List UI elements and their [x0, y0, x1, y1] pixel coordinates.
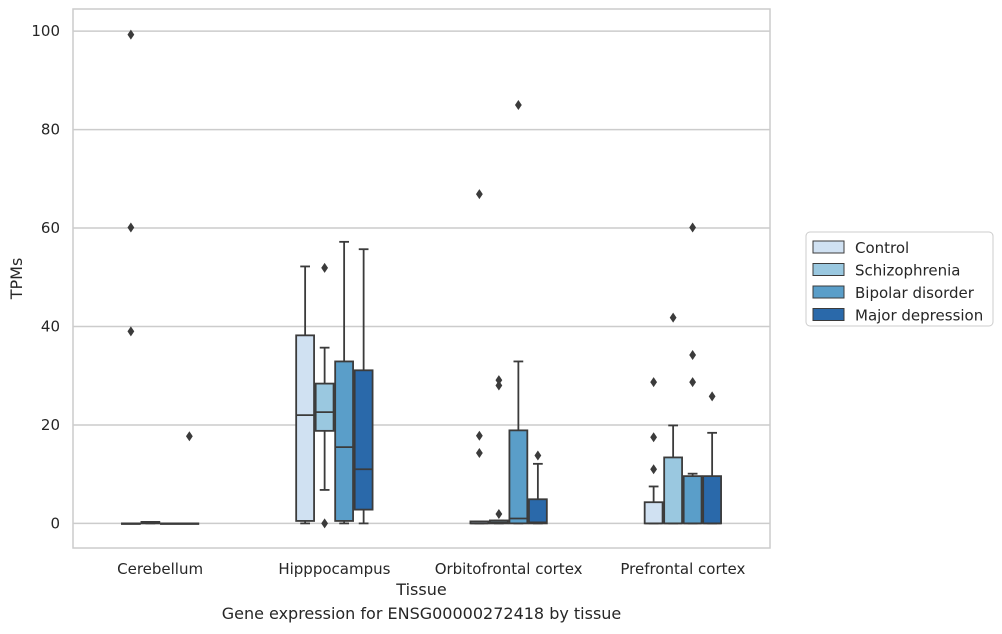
box-schizophrenia	[489, 375, 509, 525]
gridlines	[73, 30, 770, 525]
box-schizophrenia	[314, 262, 335, 529]
box	[528, 498, 548, 525]
box	[663, 456, 683, 525]
outlier-point	[534, 450, 542, 461]
y-axis-label: TPMs	[7, 258, 26, 301]
box-control	[643, 377, 664, 525]
outlier-point	[689, 377, 697, 388]
box-schizophrenia	[140, 521, 161, 525]
outlier-point	[650, 464, 658, 475]
legend-swatch	[812, 240, 845, 254]
legend-swatch	[812, 263, 845, 276]
x-axis-label: Tissue	[395, 580, 446, 599]
box-bipolar-disorder	[334, 240, 354, 525]
legend-label: Bipolar disorder	[855, 284, 975, 302]
outlier-point	[475, 447, 483, 458]
box-bipolar-disorder	[508, 99, 529, 525]
box	[353, 369, 374, 511]
y-axis-ticks: 0 20 40 60 80 100	[31, 22, 60, 532]
x-tick-label: Hipppocampus	[278, 560, 390, 578]
outlier-point	[127, 222, 135, 233]
outlier-point	[708, 391, 716, 402]
legend-label: Major depression	[855, 307, 983, 325]
chart-caption: Gene expression for ENSG00000272418 by t…	[221, 604, 622, 623]
legend-label: Control	[855, 239, 909, 257]
legend: Control Schizophrenia Bipolar disorder Majo…	[805, 231, 994, 327]
outlier-point	[185, 431, 193, 442]
box-control	[469, 189, 490, 525]
outlier-point	[689, 350, 697, 361]
box	[643, 501, 664, 525]
x-tick-label: Cerebellum	[117, 560, 203, 578]
outlier-point	[321, 262, 329, 273]
outlier-point	[475, 189, 483, 200]
box-bipolar-disorder	[682, 222, 703, 525]
box-control	[295, 265, 315, 525]
x-tick-label: Orbitofrontal cortex	[435, 560, 583, 578]
box	[702, 475, 722, 525]
box-groups	[121, 29, 722, 529]
outlier-point	[689, 222, 697, 233]
y-tick-label: 100	[31, 22, 60, 40]
legend-swatch	[812, 285, 845, 299]
outlier-point	[495, 509, 503, 520]
legend-swatch	[812, 308, 845, 321]
y-tick-label: 40	[41, 317, 60, 335]
box	[295, 334, 315, 522]
outlier-point	[321, 518, 329, 529]
outlier-point	[669, 312, 677, 323]
y-tick-label: 60	[41, 219, 60, 237]
y-tick-label: 0	[50, 514, 60, 532]
box-bipolar-disorder	[160, 522, 180, 525]
x-axis-ticks: Cerebellum Hipppocampus Orbitofrontal cort…	[117, 560, 745, 578]
box	[508, 429, 529, 525]
box-major-depression	[179, 431, 200, 525]
outlier-point	[127, 326, 135, 337]
outlier-point	[475, 430, 483, 441]
plot-area	[72, 8, 771, 549]
y-tick-label: 80	[41, 121, 60, 139]
box-major-depression	[528, 450, 548, 525]
box-major-depression	[702, 391, 722, 525]
box	[682, 475, 703, 525]
box-control	[121, 29, 141, 525]
outlier-point	[495, 375, 503, 386]
outlier-point	[650, 432, 658, 443]
box-major-depression	[353, 248, 374, 525]
box	[314, 382, 335, 432]
outlier-point	[514, 99, 522, 110]
outlier-point	[650, 377, 658, 388]
y-tick-label: 20	[41, 416, 60, 434]
legend-frame	[805, 231, 994, 327]
legend-label: Schizophrenia	[855, 262, 960, 280]
box-schizophrenia	[663, 312, 683, 525]
outlier-point	[495, 380, 503, 391]
outlier-point	[127, 29, 135, 40]
box	[334, 360, 354, 522]
x-tick-label: Prefrontal cortex	[620, 560, 745, 578]
